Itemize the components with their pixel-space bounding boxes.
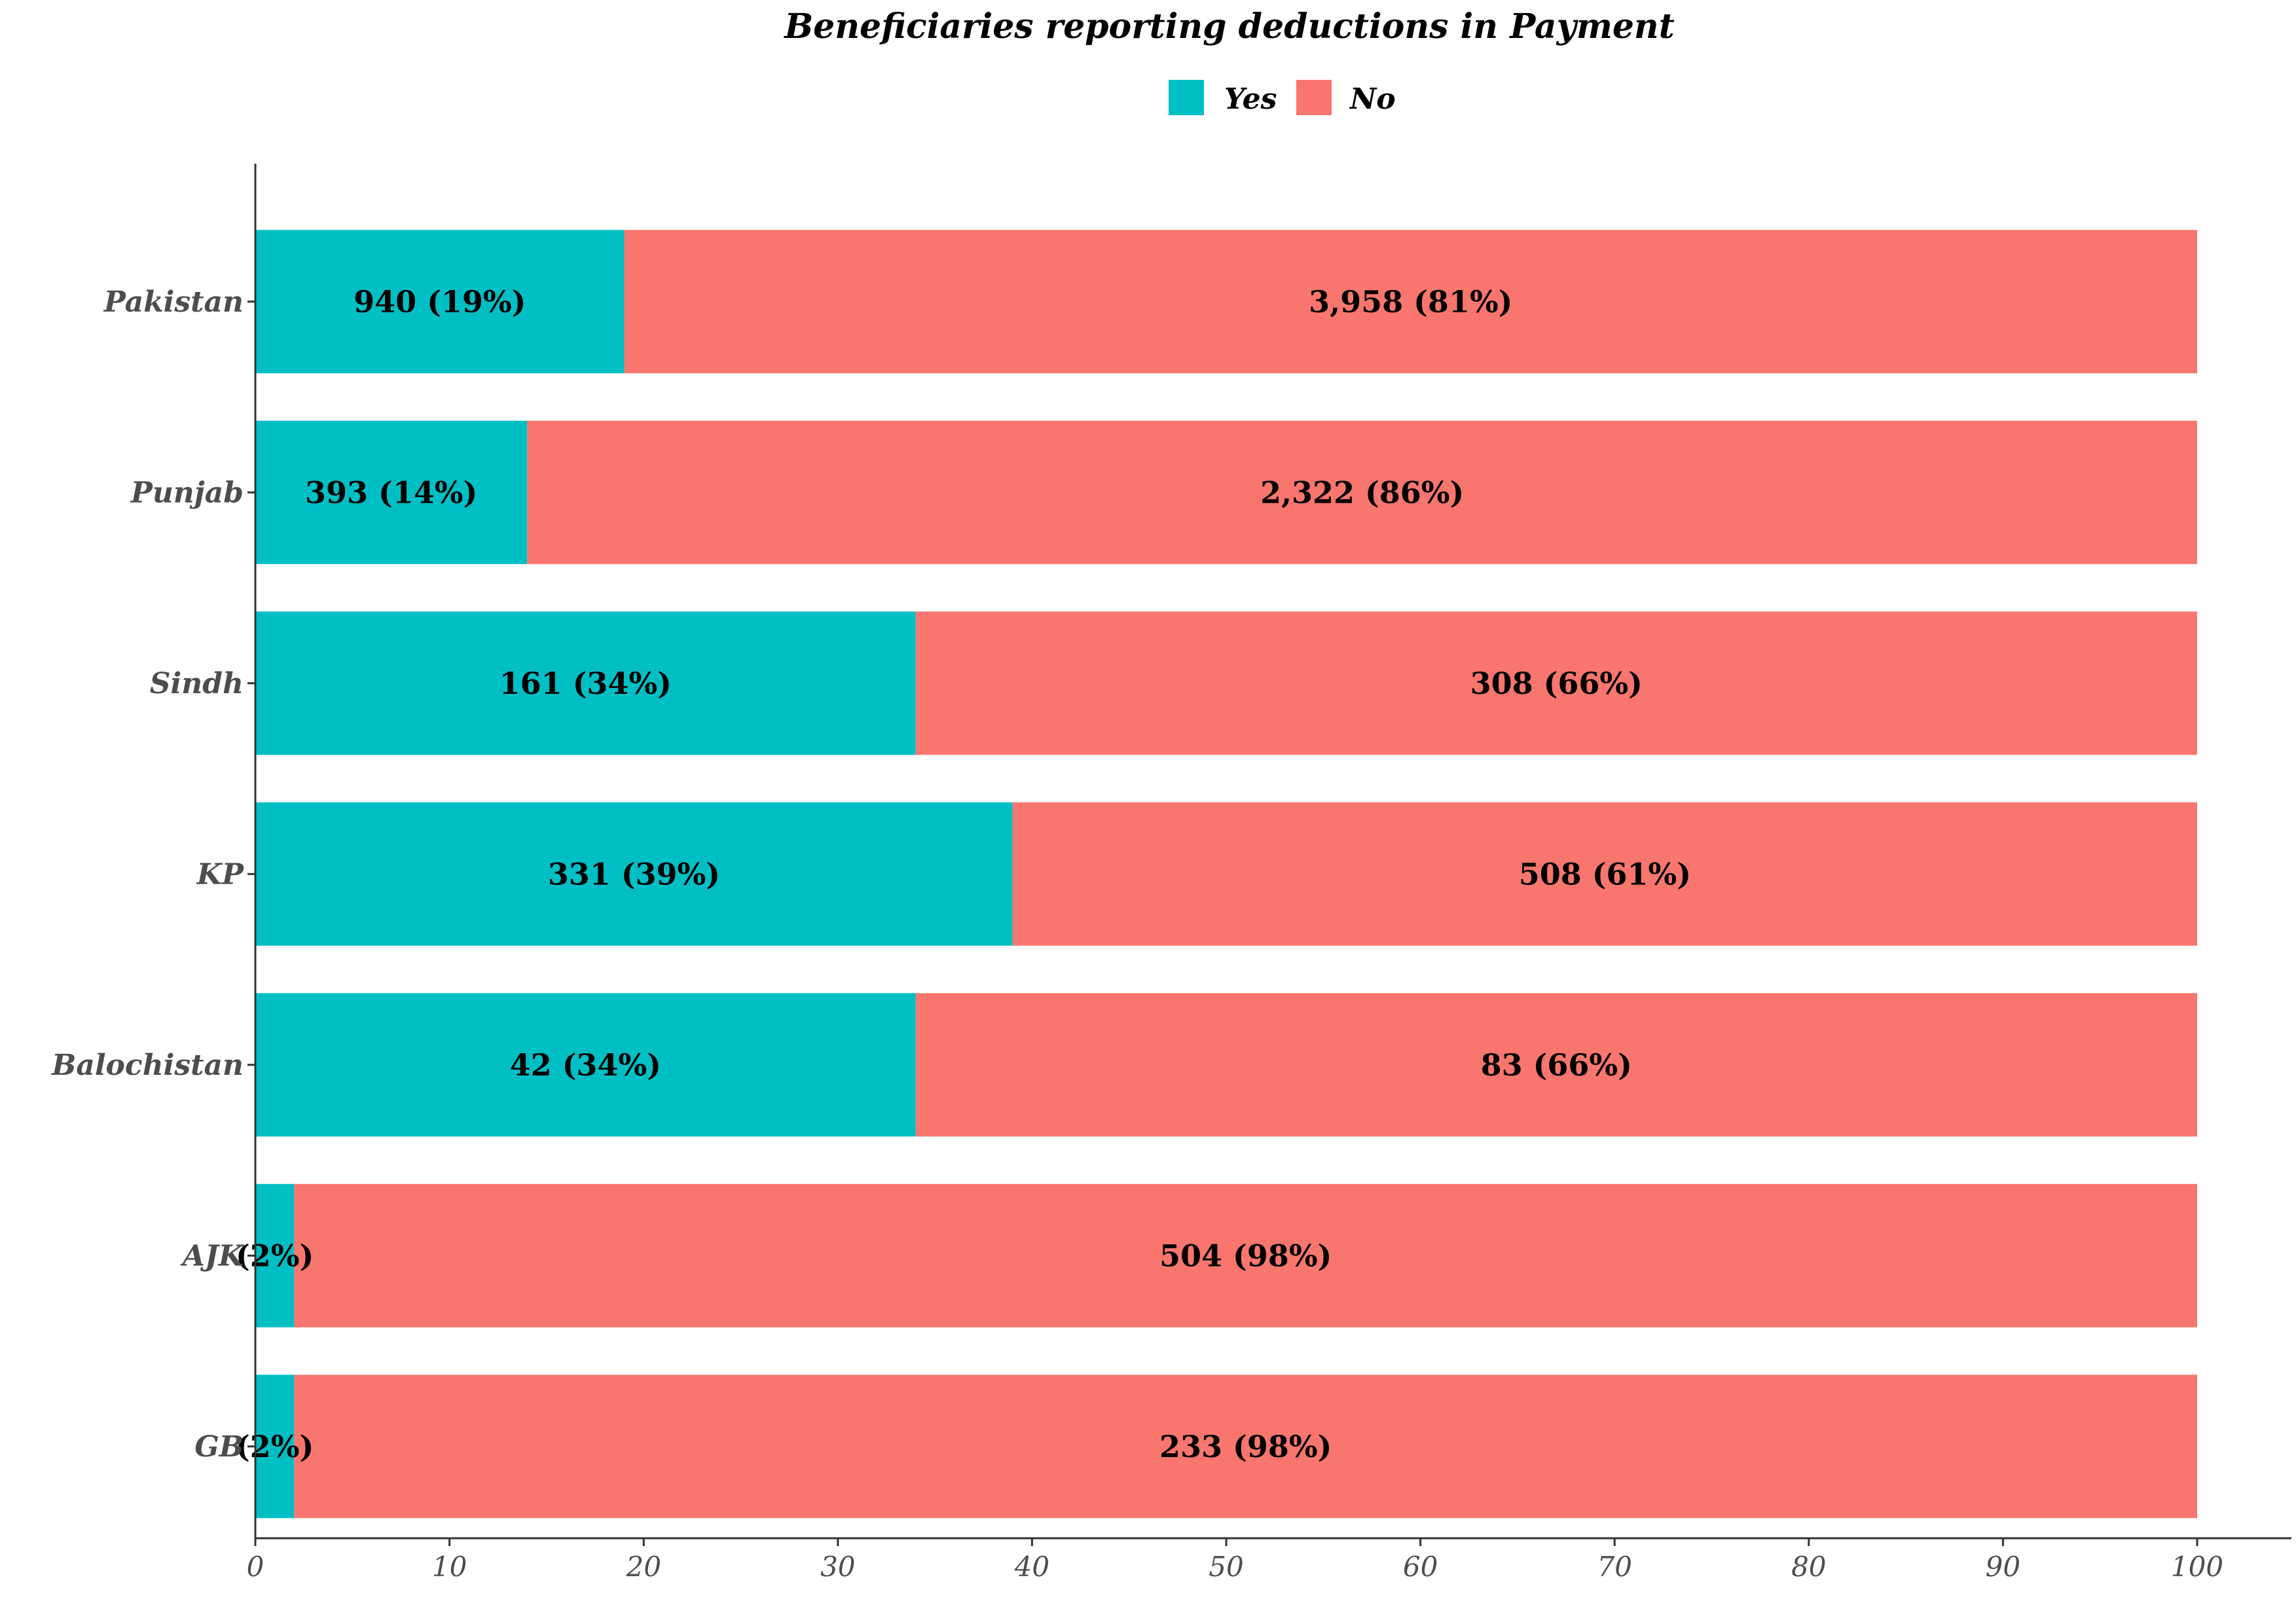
legend: Yes No [1169, 80, 1396, 116]
bar-no-kp [1012, 802, 2197, 946]
category-label-pakistan: Pakistan [103, 285, 244, 319]
category-label-ajk: AJK [180, 1239, 245, 1272]
bar-no-pakistan [624, 230, 2197, 374]
bar-no-ajk [294, 1183, 2197, 1327]
data-label-no-pakistan: 3,958 (81%) [1309, 284, 1512, 319]
bar-yes-balochistan [255, 993, 916, 1137]
x-axis: 0 10 20 30 40 50 60 70 80 90 100 [247, 1537, 2291, 1583]
chart-title: Beneficiaries reporting deductions in Pa… [783, 7, 1675, 46]
plot-area: 940 (19%) 3,958 (81%) 393 (14%) 2,322 (86%)… [236, 230, 2197, 1519]
x-tick-label-50: 50 [1209, 1551, 1243, 1583]
y-axis: Pakistan Punjab Sindh KP Balochistan AJK GB [50, 164, 257, 1538]
bar-no-balochistan [915, 993, 2197, 1137]
legend-label-no: No [1349, 82, 1396, 116]
data-label-no-kp: 508 (61%) [1519, 856, 1691, 892]
category-label-balochistan: Balochistan [50, 1049, 244, 1082]
legend-swatch-yes [1169, 80, 1204, 115]
legend-label-yes: Yes [1224, 82, 1277, 116]
data-label-no-ajk: 504 (98%) [1159, 1238, 1332, 1273]
data-label-no-balochistan: 83 (66%) [1481, 1047, 1632, 1083]
data-label-yes-gb: (2%) [236, 1429, 314, 1464]
bar-no-gb [294, 1375, 2197, 1519]
data-label-no-gb: 233 (98%) [1159, 1429, 1332, 1464]
bar-no-sindh [915, 611, 2197, 755]
bar-yes-pakistan [255, 230, 625, 374]
category-label-kp: KP [196, 857, 245, 891]
x-tick-label-40: 40 [1014, 1551, 1049, 1583]
x-tick-label-70: 70 [1597, 1551, 1631, 1583]
x-tick-label-30: 30 [820, 1551, 855, 1583]
data-label-yes-punjab: 393 (14%) [305, 475, 477, 510]
x-tick-label-80: 80 [1791, 1551, 1826, 1583]
data-label-yes-balochistan: 42 (34%) [510, 1047, 661, 1083]
legend-swatch-no [1296, 80, 1332, 115]
data-label-yes-kp: 331 (39%) [548, 856, 720, 892]
bar-yes-sindh [255, 611, 916, 755]
data-label-no-sindh: 308 (66%) [1470, 666, 1643, 701]
bar-yes-ajk [255, 1183, 295, 1327]
data-label-no-punjab: 2,322 (86%) [1260, 475, 1464, 510]
data-label-yes-pakistan: 940 (19%) [354, 284, 526, 319]
category-label-sindh: Sindh [150, 667, 244, 700]
x-tick-label-60: 60 [1403, 1551, 1438, 1583]
x-tick-label-100: 100 [2171, 1551, 2223, 1583]
bar-yes-gb [255, 1375, 295, 1519]
bar-yes-punjab [255, 420, 528, 564]
category-label-gb: GB [194, 1430, 244, 1464]
x-tick-label-20: 20 [625, 1551, 661, 1583]
x-tick-label-10: 10 [432, 1551, 467, 1583]
bar-yes-kp [255, 802, 1013, 946]
x-tick-label-0: 0 [247, 1551, 264, 1583]
x-tick-label-90: 90 [1986, 1551, 2020, 1583]
bar-no-punjab [527, 420, 2197, 564]
data-label-yes-ajk: (2%) [236, 1238, 314, 1273]
data-label-yes-sindh: 161 (34%) [500, 666, 672, 701]
category-label-punjab: Punjab [130, 476, 244, 509]
